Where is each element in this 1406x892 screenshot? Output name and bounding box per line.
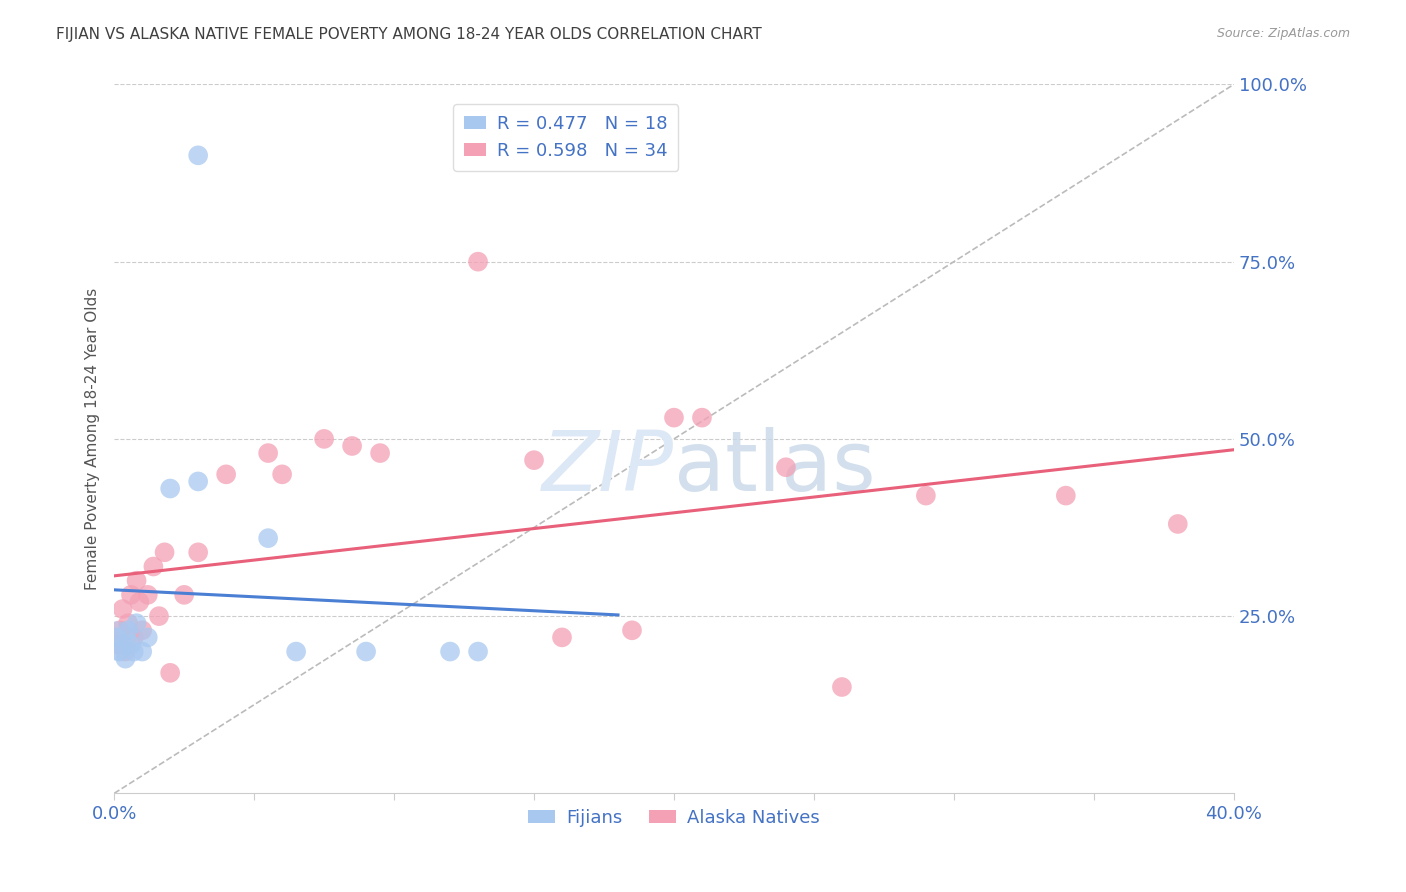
Point <box>621 624 644 638</box>
Point <box>114 644 136 658</box>
Point <box>159 665 181 680</box>
Point <box>187 475 209 489</box>
Y-axis label: Female Poverty Among 18-24 Year Olds: Female Poverty Among 18-24 Year Olds <box>86 288 100 590</box>
Point <box>128 595 150 609</box>
Point <box>108 644 131 658</box>
Point <box>523 453 546 467</box>
Point <box>111 602 134 616</box>
Point <box>831 680 853 694</box>
Point <box>153 545 176 559</box>
Point <box>1167 516 1189 531</box>
Point <box>125 574 148 588</box>
Point <box>142 559 165 574</box>
Point <box>159 482 181 496</box>
Point <box>257 531 280 545</box>
Point <box>136 588 159 602</box>
Point <box>690 410 713 425</box>
Point <box>131 644 153 658</box>
Text: Source: ZipAtlas.com: Source: ZipAtlas.com <box>1216 27 1350 40</box>
Point <box>187 148 209 162</box>
Point <box>187 545 209 559</box>
Text: ZIP: ZIP <box>541 426 673 508</box>
Point <box>105 638 128 652</box>
Point <box>271 467 294 482</box>
Point <box>439 644 461 658</box>
Point <box>354 644 377 658</box>
Legend: Fijians, Alaska Natives: Fijians, Alaska Natives <box>520 802 827 834</box>
Point <box>775 460 797 475</box>
Point <box>120 638 142 652</box>
Point <box>111 638 134 652</box>
Point <box>285 644 308 658</box>
Point <box>467 644 489 658</box>
Point <box>105 634 128 648</box>
Point <box>368 446 391 460</box>
Point <box>314 432 336 446</box>
Point <box>340 439 363 453</box>
Point <box>551 631 574 645</box>
Point <box>122 631 145 645</box>
Point <box>148 609 170 624</box>
Point <box>120 588 142 602</box>
Point <box>215 467 238 482</box>
Point <box>131 624 153 638</box>
Point <box>1054 489 1077 503</box>
Point <box>467 254 489 268</box>
Point <box>125 616 148 631</box>
Point <box>117 624 139 638</box>
Point <box>257 446 280 460</box>
Point <box>173 588 195 602</box>
Text: atlas: atlas <box>673 426 876 508</box>
Point <box>662 410 685 425</box>
Point <box>136 631 159 645</box>
Point <box>108 624 131 638</box>
Point <box>122 644 145 658</box>
Point <box>114 651 136 665</box>
Text: FIJIAN VS ALASKA NATIVE FEMALE POVERTY AMONG 18-24 YEAR OLDS CORRELATION CHART: FIJIAN VS ALASKA NATIVE FEMALE POVERTY A… <box>56 27 762 42</box>
Point <box>915 489 938 503</box>
Point <box>117 616 139 631</box>
Point <box>105 631 128 645</box>
